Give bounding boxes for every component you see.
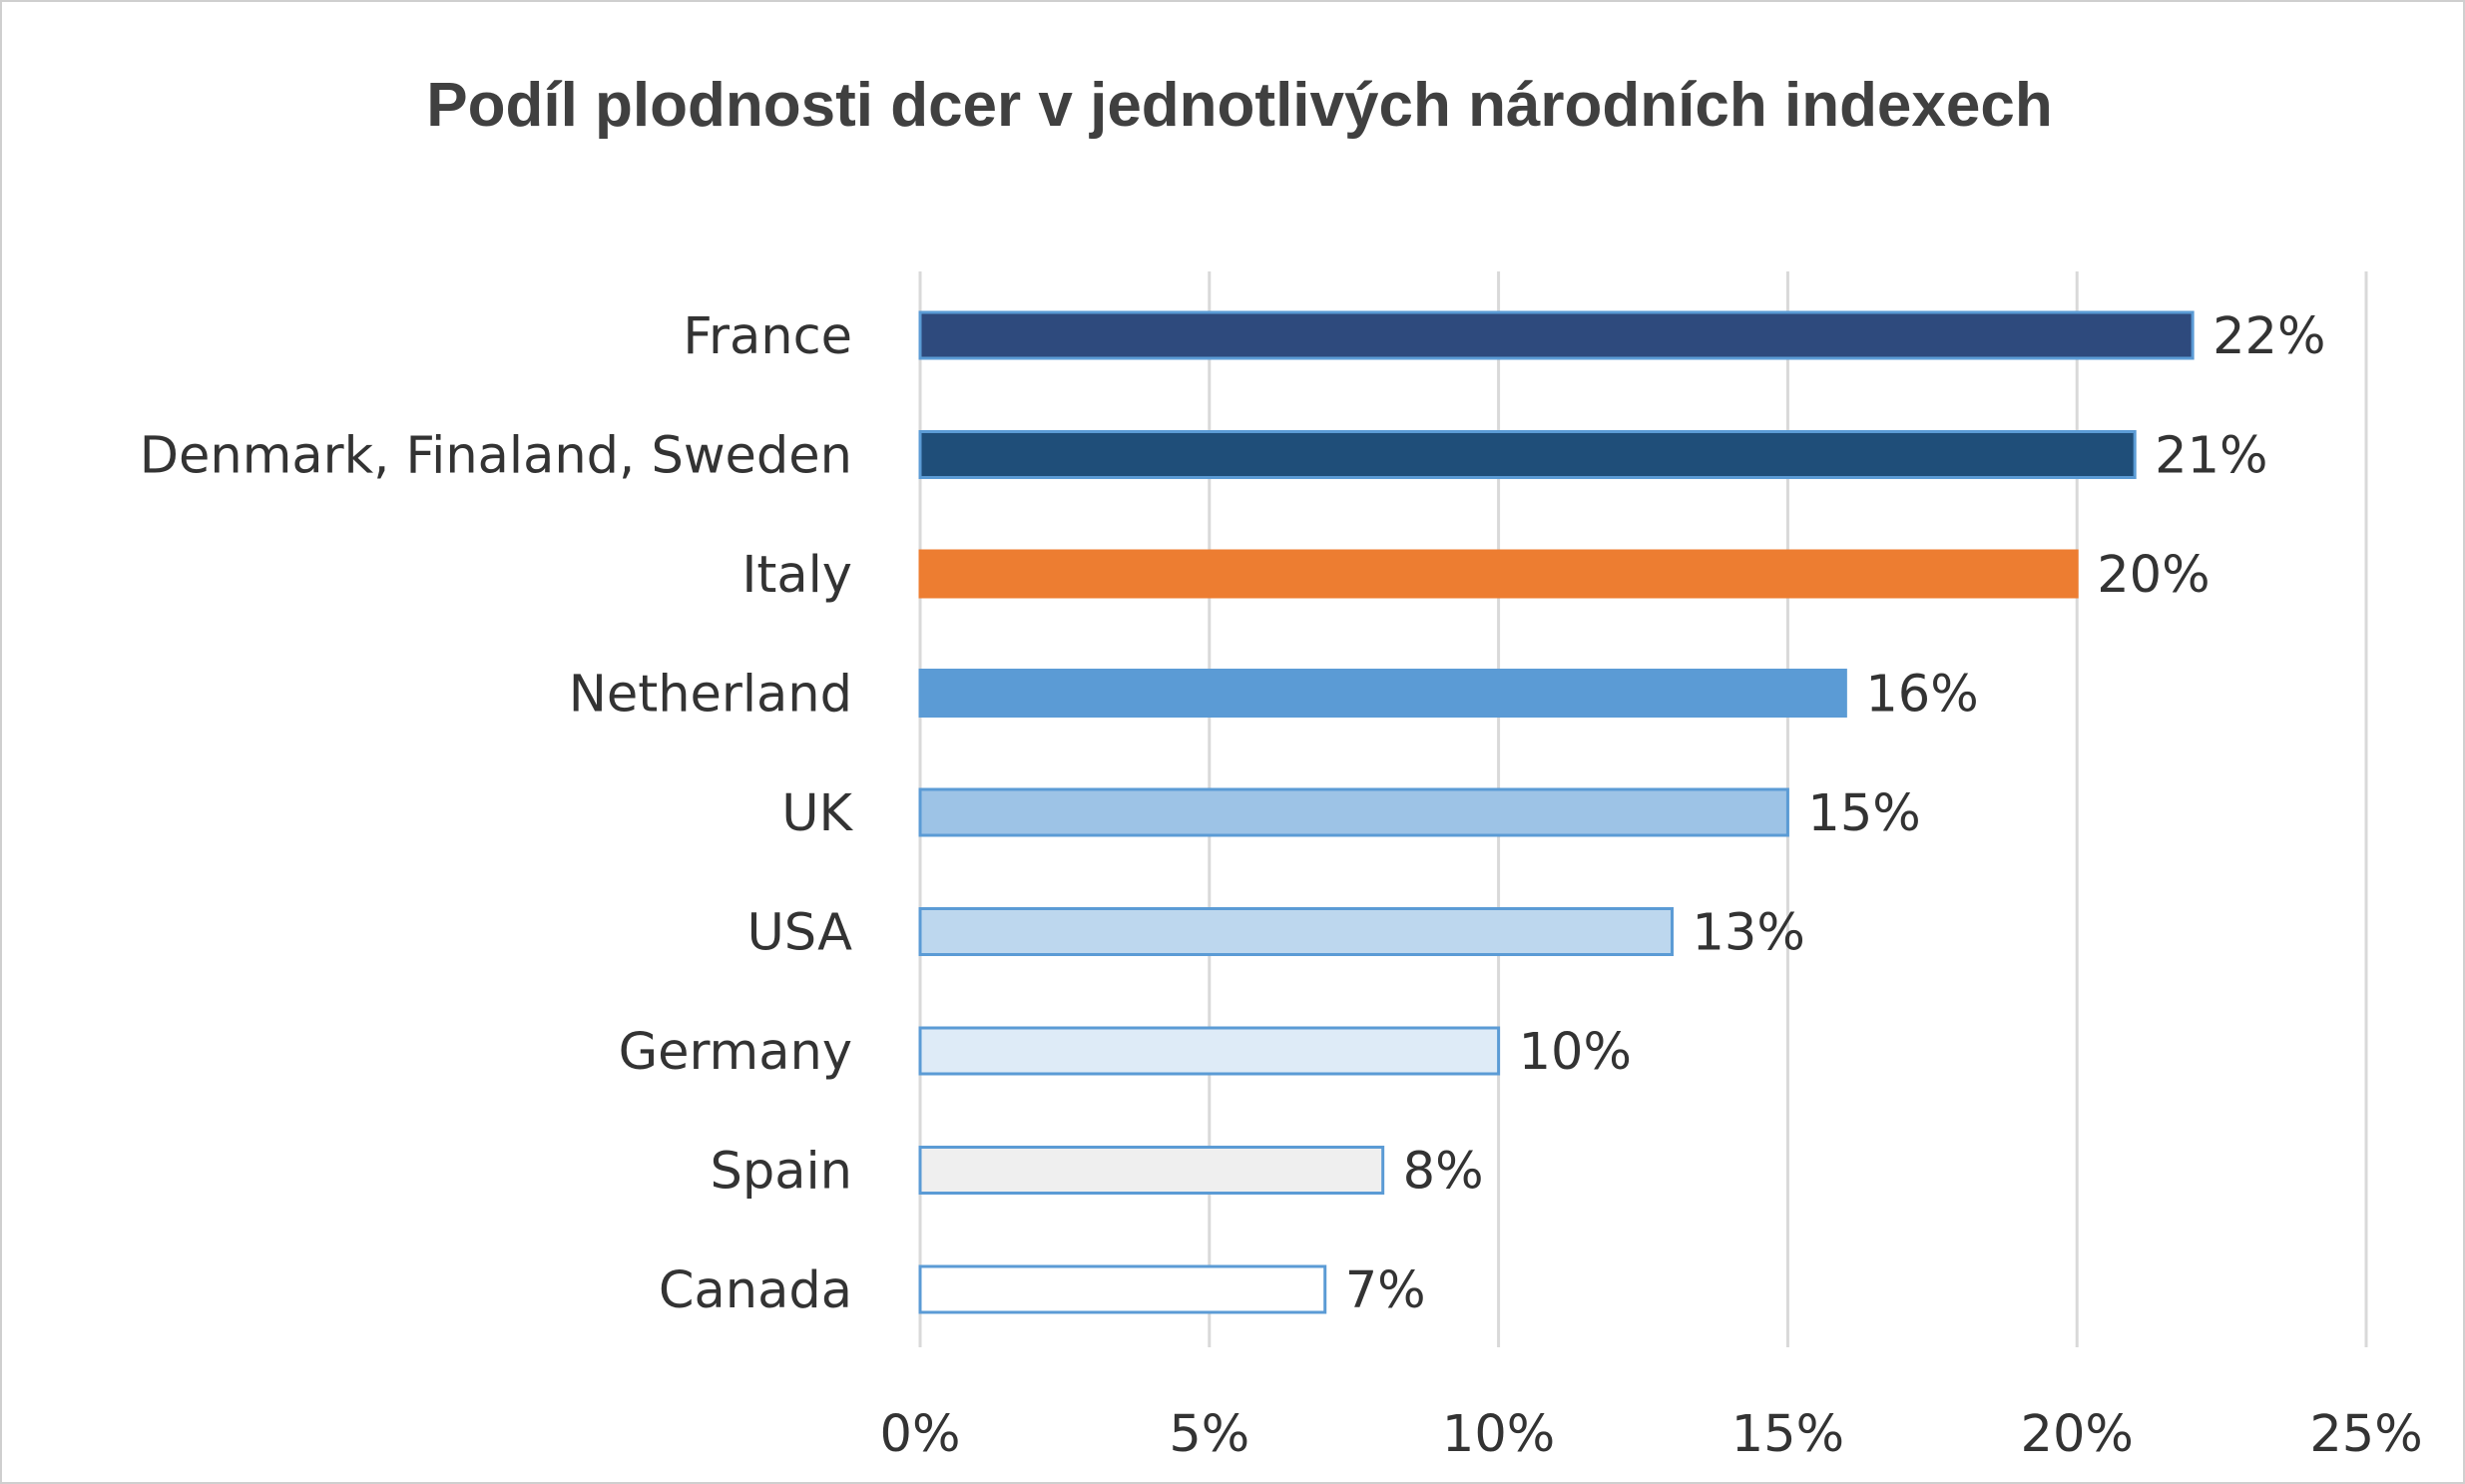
category-label: Netherland (569, 666, 852, 725)
x-tick-label: 25% (2309, 1405, 2422, 1464)
category-label: Denmark, Finaland, Sweden (140, 427, 852, 486)
x-tick-label: 20% (2021, 1405, 2134, 1464)
bars (918, 310, 2195, 1314)
data-label: 13% (1692, 904, 1804, 963)
category-label: UK (781, 784, 853, 843)
data-label: 21% (2155, 427, 2267, 486)
data-label: 22% (2213, 307, 2325, 366)
data-label: 10% (1519, 1023, 1632, 1082)
category-labels: France Denmark, Finaland, Sweden Italy Neth… (140, 307, 854, 1320)
data-label: 20% (2097, 546, 2210, 605)
category-label: Italy (741, 546, 852, 605)
bar (918, 430, 2137, 479)
bar (918, 787, 1789, 837)
bar (918, 310, 2195, 360)
category-label: France (683, 307, 852, 366)
category-label: Spain (711, 1143, 853, 1202)
x-tick-label: 10% (1442, 1405, 1555, 1464)
x-tick-label: 0% (880, 1405, 961, 1464)
chart-title: Podíl plodnosti dcer v jednotlivých náro… (426, 71, 2052, 140)
category-label: Germany (619, 1023, 852, 1082)
category-label: USA (746, 904, 852, 963)
data-labels: 22% 21% 20% 16% 15% 13% 10% 8% 7% (1345, 307, 2326, 1320)
bar (918, 669, 1847, 718)
data-label: 15% (1807, 784, 1920, 843)
bar (918, 1146, 1385, 1195)
x-axis-tick-labels: 0% 5% 10% 15% 20% 25% (880, 1405, 2423, 1464)
bar (918, 1026, 1501, 1076)
x-tick-label: 5% (1169, 1405, 1249, 1464)
category-label: Canada (659, 1261, 852, 1320)
data-label: 16% (1865, 666, 1978, 725)
bar (918, 1264, 1327, 1314)
bar (918, 907, 1674, 956)
data-label: 8% (1403, 1143, 1484, 1202)
data-label: 7% (1345, 1261, 1426, 1320)
x-tick-label: 15% (1731, 1405, 1844, 1464)
bar (918, 549, 2079, 599)
